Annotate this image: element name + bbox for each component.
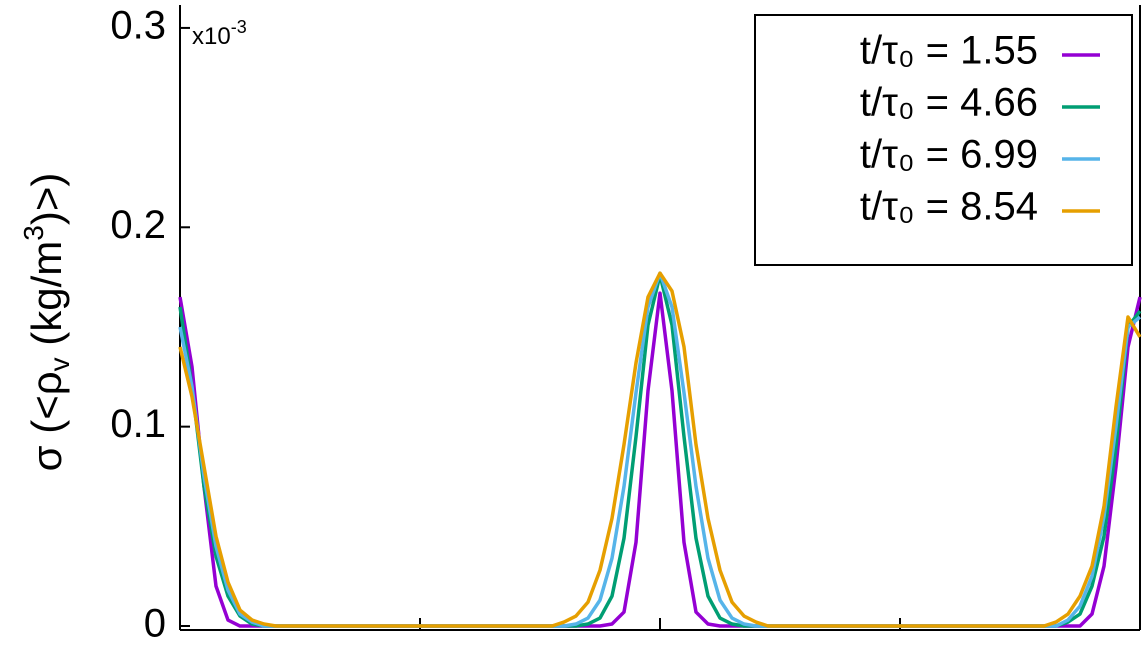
legend-label: t/τ₀ = 6.99: [860, 133, 1038, 177]
y-label-part: (kg/m: [23, 241, 70, 358]
y-tick-label: 0.3: [110, 3, 166, 47]
series-line: [178, 291, 1142, 628]
y-tick-label: 0.2: [110, 203, 166, 247]
y-label-sup: 3: [18, 225, 49, 241]
y-label-sub: v: [44, 357, 75, 371]
series-line: [178, 271, 1142, 628]
y-tick-label: 0.1: [110, 402, 166, 446]
multiplier-base: x10: [192, 23, 231, 50]
y-axis-label: σ (<ρv (kg/m3)>): [18, 173, 75, 472]
series-line: [178, 271, 1142, 628]
legend-label: t/τ₀ = 4.66: [860, 81, 1038, 125]
y-label-part: σ (<ρ: [23, 371, 70, 471]
y-tick-label: 0: [144, 602, 166, 646]
series-line: [178, 273, 1142, 628]
y-label-part: )>): [23, 173, 70, 226]
legend-label: t/τ₀ = 8.54: [860, 185, 1038, 229]
legend-label: t/τ₀ = 1.55: [860, 29, 1038, 73]
multiplier: x10-3: [192, 17, 247, 51]
multiplier-exponent: -3: [231, 17, 247, 37]
